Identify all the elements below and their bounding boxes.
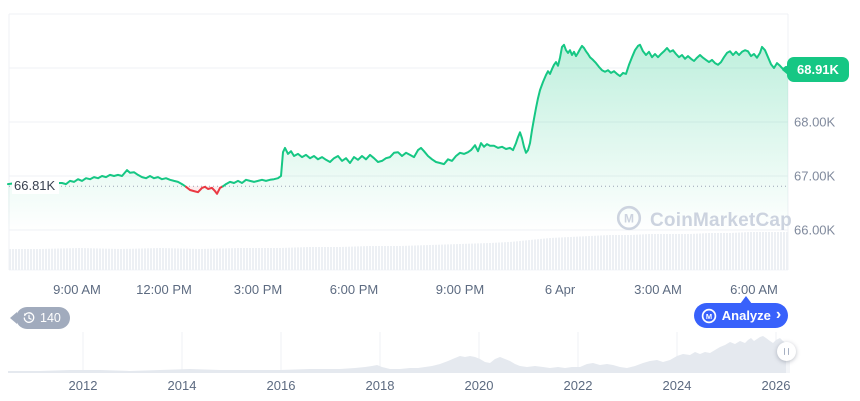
watermark-text: CoinMarketCap — [650, 209, 792, 231]
year-axis-label: 2026 — [761, 378, 791, 393]
cmc-logo-icon: M — [616, 205, 642, 236]
chevron-right-icon: › — [775, 305, 782, 323]
year-axis-label: 2022 — [563, 378, 593, 393]
year-axis-label: 2016 — [266, 378, 296, 393]
time-axis-label: 9:00 PM — [435, 282, 485, 297]
year-axis-label: 2014 — [167, 378, 197, 393]
cmc-m-logo-icon: M — [701, 308, 717, 324]
drag-handle-pause-icon — [787, 348, 790, 355]
time-axis-label: 9:00 AM — [53, 282, 101, 297]
year-axis-label: 2018 — [365, 378, 395, 393]
time-axis-label: 6 Apr — [544, 282, 576, 297]
current-price-badge: 68.91K — [782, 57, 849, 82]
price-axis-label: 66.00K — [794, 222, 836, 238]
time-axis-label: 3:00 PM — [233, 282, 283, 297]
coinmarketcap-watermark: M CoinMarketCap — [616, 205, 792, 236]
svg-text:M: M — [706, 312, 712, 321]
baseline-price-label: 66.81K — [12, 178, 60, 194]
time-axis-label: 6:00 PM — [329, 282, 379, 297]
history-count: 140 — [40, 311, 61, 325]
drag-handle-pause-icon — [783, 348, 786, 355]
time-axis-label: 6:00 AM — [730, 282, 778, 297]
analyze-label: Analyze — [721, 308, 771, 323]
clock-history-icon — [22, 311, 36, 325]
svg-text:M: M — [624, 212, 634, 226]
analyze-button[interactable]: M Analyze › — [694, 296, 788, 328]
history-count-badge[interactable]: 140 — [10, 307, 70, 329]
time-axis-label: 12:00 PM — [136, 282, 192, 297]
price-axis-label: 67.00K — [794, 168, 836, 184]
year-axis-label: 2020 — [464, 378, 494, 393]
price-axis-label: 68.00K — [794, 114, 836, 130]
year-axis-label: 2012 — [68, 378, 98, 393]
time-axis-label: 3:00 AM — [634, 282, 682, 297]
range-selector-handle[interactable] — [777, 342, 796, 361]
year-axis-label: 2024 — [662, 378, 692, 393]
